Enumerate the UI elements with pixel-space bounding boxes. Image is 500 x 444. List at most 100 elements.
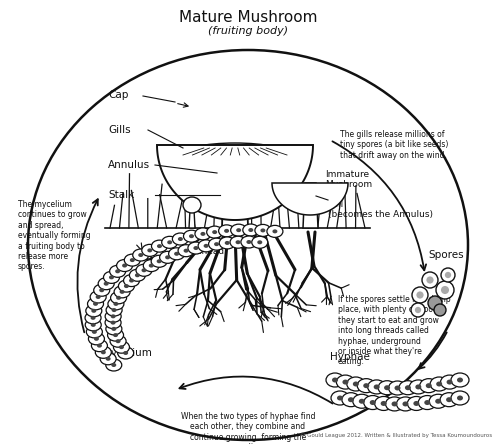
Ellipse shape: [165, 255, 170, 259]
Ellipse shape: [178, 237, 183, 241]
Ellipse shape: [204, 244, 208, 248]
Ellipse shape: [119, 345, 124, 349]
Ellipse shape: [152, 240, 168, 252]
Polygon shape: [189, 210, 195, 228]
Polygon shape: [222, 155, 248, 228]
Ellipse shape: [364, 396, 382, 409]
Ellipse shape: [172, 233, 188, 245]
Ellipse shape: [426, 277, 434, 284]
Ellipse shape: [93, 302, 98, 306]
Ellipse shape: [363, 383, 369, 388]
Text: The gills release millions of
tiny spores (a bit like seeds)
that drift away on : The gills release millions of tiny spore…: [340, 130, 448, 160]
Ellipse shape: [142, 244, 158, 256]
Ellipse shape: [144, 260, 160, 272]
Ellipse shape: [260, 228, 266, 232]
Ellipse shape: [132, 249, 148, 261]
Ellipse shape: [28, 50, 468, 440]
Polygon shape: [157, 145, 313, 220]
Ellipse shape: [342, 392, 360, 407]
Ellipse shape: [420, 379, 438, 392]
Ellipse shape: [124, 254, 140, 266]
Ellipse shape: [241, 236, 257, 248]
Ellipse shape: [130, 269, 146, 281]
Ellipse shape: [416, 291, 424, 299]
Ellipse shape: [94, 284, 110, 296]
Ellipse shape: [160, 251, 176, 263]
Ellipse shape: [353, 381, 359, 386]
Ellipse shape: [88, 333, 104, 345]
Text: Hyphae: Hyphae: [330, 352, 370, 362]
Ellipse shape: [342, 380, 348, 385]
Ellipse shape: [123, 351, 128, 355]
Ellipse shape: [411, 303, 425, 317]
Ellipse shape: [353, 394, 371, 408]
Ellipse shape: [332, 377, 338, 382]
Ellipse shape: [378, 381, 396, 395]
Ellipse shape: [336, 375, 354, 389]
Ellipse shape: [200, 232, 205, 236]
Ellipse shape: [130, 258, 135, 262]
Ellipse shape: [236, 240, 240, 244]
Ellipse shape: [100, 353, 116, 365]
Ellipse shape: [414, 401, 420, 406]
Ellipse shape: [410, 380, 428, 394]
Ellipse shape: [374, 385, 380, 389]
Ellipse shape: [90, 291, 106, 303]
Ellipse shape: [429, 394, 447, 408]
Ellipse shape: [178, 245, 194, 257]
Text: Annulus: Annulus: [108, 160, 150, 170]
Ellipse shape: [105, 317, 121, 329]
Ellipse shape: [326, 373, 344, 387]
Ellipse shape: [110, 321, 116, 325]
Ellipse shape: [434, 304, 446, 316]
Ellipse shape: [157, 244, 162, 248]
Ellipse shape: [114, 302, 118, 306]
Ellipse shape: [168, 248, 184, 260]
Ellipse shape: [110, 292, 126, 304]
Ellipse shape: [110, 335, 126, 347]
Text: Pinhead: Pinhead: [188, 247, 224, 256]
Ellipse shape: [214, 242, 219, 246]
Ellipse shape: [85, 312, 101, 324]
Ellipse shape: [92, 340, 108, 352]
Ellipse shape: [408, 396, 426, 410]
Ellipse shape: [99, 288, 104, 292]
Ellipse shape: [243, 224, 259, 236]
Ellipse shape: [105, 310, 121, 322]
Ellipse shape: [184, 249, 188, 253]
Text: (fruiting body): (fruiting body): [208, 26, 288, 36]
Ellipse shape: [85, 319, 101, 331]
Text: Stalk: Stalk: [108, 190, 134, 200]
Ellipse shape: [92, 309, 96, 313]
Ellipse shape: [441, 286, 449, 294]
Ellipse shape: [116, 339, 120, 343]
Ellipse shape: [194, 246, 198, 250]
Ellipse shape: [368, 380, 386, 394]
Ellipse shape: [135, 273, 140, 277]
Ellipse shape: [445, 272, 451, 278]
Ellipse shape: [112, 363, 116, 367]
Ellipse shape: [90, 316, 96, 320]
Ellipse shape: [422, 272, 438, 288]
Ellipse shape: [112, 308, 116, 312]
Ellipse shape: [110, 266, 126, 278]
Ellipse shape: [252, 236, 268, 248]
Ellipse shape: [246, 240, 252, 244]
Ellipse shape: [357, 379, 375, 392]
Ellipse shape: [236, 228, 241, 232]
Ellipse shape: [118, 347, 134, 359]
Ellipse shape: [142, 268, 146, 272]
Ellipse shape: [129, 278, 134, 282]
Text: Mycelium: Mycelium: [102, 348, 152, 358]
Ellipse shape: [370, 400, 376, 405]
Ellipse shape: [412, 287, 428, 303]
Ellipse shape: [138, 253, 143, 257]
Ellipse shape: [86, 305, 102, 317]
Ellipse shape: [148, 248, 152, 252]
Ellipse shape: [92, 330, 97, 334]
Ellipse shape: [424, 400, 430, 405]
Ellipse shape: [212, 230, 217, 234]
Ellipse shape: [380, 401, 386, 406]
Ellipse shape: [394, 385, 400, 391]
Ellipse shape: [114, 286, 130, 298]
